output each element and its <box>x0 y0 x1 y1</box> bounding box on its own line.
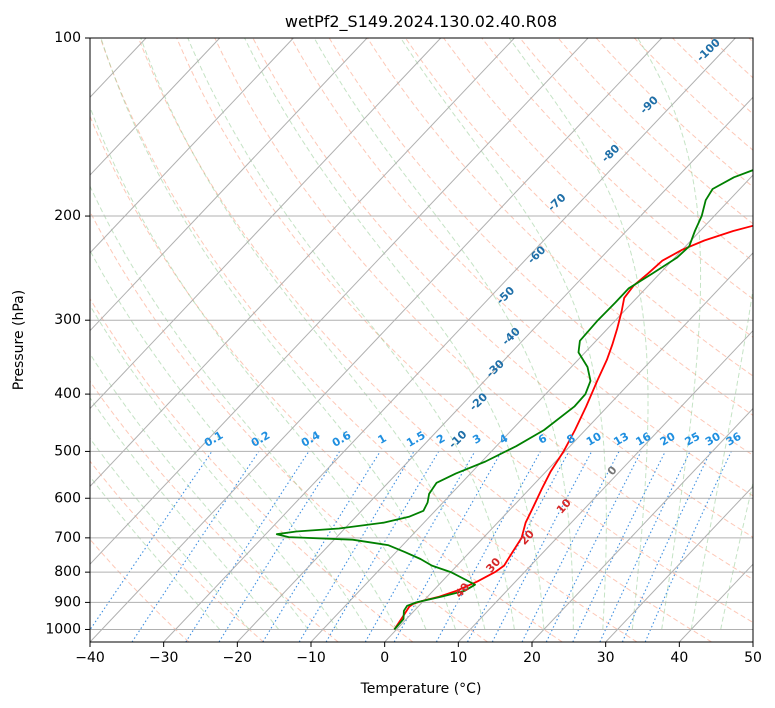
mixing-ratio-line <box>364 451 476 642</box>
mixing-ratio-line <box>262 451 381 642</box>
isotherm-line <box>605 485 753 642</box>
isotherm-line <box>310 174 753 642</box>
mixing-ratio-line <box>218 451 341 642</box>
isotherm-line <box>236 96 753 642</box>
y-tick-label: 200 <box>54 208 81 224</box>
dry-adiabat-line <box>443 38 753 338</box>
moist-adiabat-line <box>187 38 515 630</box>
moist-adiabat-line <box>90 437 250 630</box>
dewpoint-profile <box>275 169 753 631</box>
y-tick-label: 300 <box>54 312 81 328</box>
moist-adiabat-line <box>690 285 753 630</box>
moist-adiabat-line <box>637 38 702 630</box>
x-axis-title: Temperature (°C) <box>360 681 482 697</box>
x-tick-label: 30 <box>597 650 615 666</box>
sounding-profiles <box>275 169 753 631</box>
y-tick-label: 800 <box>54 564 81 580</box>
isotherm-line <box>90 38 442 410</box>
moist-adiabat-line <box>508 38 649 630</box>
dry-adiabat-line <box>557 38 753 225</box>
moist-adiabat-line <box>313 38 574 630</box>
moist-adiabat-line <box>90 185 397 630</box>
moist-adiabat-line <box>140 38 486 630</box>
y-tick-label: 100 <box>54 30 81 46</box>
moist-adiabat-line <box>400 38 607 630</box>
moist-adiabat-line <box>90 475 221 630</box>
mixing-ratio-line <box>545 451 642 642</box>
mixing-ratio-line <box>621 451 711 642</box>
dry-adiabat-line <box>328 38 753 456</box>
isotherm-line <box>384 252 753 642</box>
y-axis-title: Pressure (hPa) <box>11 290 27 390</box>
mixing-ratio-line <box>185 451 310 642</box>
x-tick-label: 0 <box>380 650 389 666</box>
x-tick-label: −10 <box>296 650 326 666</box>
mixing-ratio-line <box>90 451 213 631</box>
isotherm-line <box>457 329 753 642</box>
plot-background <box>90 38 753 642</box>
moist-adiabat-line <box>100 38 456 630</box>
isotherm-line <box>90 38 221 176</box>
mixing-ratio-line <box>572 451 666 642</box>
y-tick-label: 700 <box>54 530 81 546</box>
dry-adiabat-line <box>90 297 414 642</box>
plot-frame <box>89 37 754 643</box>
dry-adiabat-line <box>290 38 753 497</box>
x-tick-label: 40 <box>670 650 688 666</box>
x-tick-label: 20 <box>523 650 541 666</box>
mixing-ratio-line <box>298 451 415 642</box>
dry-adiabat-line <box>90 115 563 642</box>
mixing-ratio-line <box>435 451 541 642</box>
dry-adiabat-line <box>366 38 753 416</box>
moist-adiabat-line <box>90 304 339 630</box>
dry-adiabat-line <box>90 460 264 642</box>
mixing-ratio-line <box>599 451 691 642</box>
temperature-profile <box>393 224 753 630</box>
mixing-ratio-line <box>325 451 440 642</box>
x-axis: −40 −30 −20 −10 0 10 20 30 40 50 <box>75 642 762 666</box>
y-tick-label: 400 <box>54 386 81 402</box>
dry-adiabat-line <box>633 38 753 151</box>
y-tick-label: 500 <box>54 443 81 459</box>
x-tick-label: 10 <box>449 650 467 666</box>
moist-adiabat-line <box>720 480 753 630</box>
isotherm-line <box>90 38 515 488</box>
dry-adiabat-line <box>90 538 190 642</box>
isotherm-line <box>531 407 753 642</box>
dry-adiabat-line <box>252 38 753 538</box>
isotherm-line <box>90 38 294 254</box>
dry-adiabat-line <box>214 38 753 581</box>
isotherm-line <box>163 38 736 642</box>
y-axis: 100 200 300 400 500 600 700 800 900 1000 <box>45 30 90 637</box>
x-tick-label: −20 <box>223 650 253 666</box>
dry-adiabat-line <box>405 38 753 377</box>
x-tick-label: −30 <box>149 650 179 666</box>
isotherm-line <box>90 38 589 565</box>
isotherm-line <box>90 38 368 332</box>
x-tick-label: −40 <box>75 650 105 666</box>
moist-adiabat-line <box>244 38 545 630</box>
y-tick-label: 1000 <box>45 621 81 637</box>
mixing-ratio-line <box>644 451 732 642</box>
moist-adiabat-line <box>90 105 427 630</box>
x-tick-label: 50 <box>744 650 762 666</box>
grid-lines <box>90 38 753 642</box>
y-tick-label: 900 <box>54 594 81 610</box>
chart-title: wetPf2_S149.2024.130.02.40.R08 <box>285 12 557 32</box>
dry-adiabat-line <box>99 38 638 642</box>
isotherm-line <box>752 641 753 642</box>
y-tick-label: 600 <box>54 490 81 506</box>
dry-adiabat-line <box>481 38 753 300</box>
mixing-ratio-line <box>393 451 502 642</box>
isotherm-line <box>90 38 663 642</box>
